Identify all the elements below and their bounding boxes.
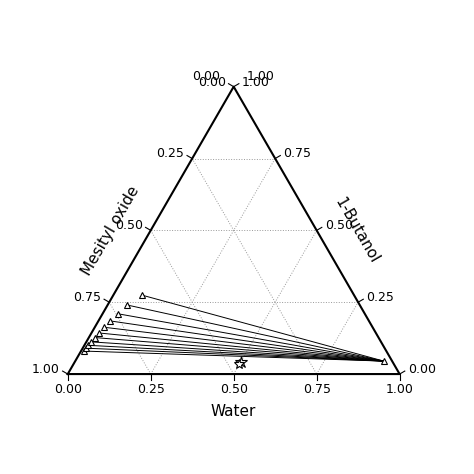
Text: 0.00: 0.00 — [192, 70, 220, 83]
Text: 0.00: 0.00 — [408, 363, 436, 376]
Text: 1.00: 1.00 — [242, 75, 270, 89]
Text: 1-Butanol: 1-Butanol — [332, 195, 381, 266]
Text: 0.50: 0.50 — [219, 383, 248, 396]
Text: 0.75: 0.75 — [283, 147, 311, 160]
Text: 0.25: 0.25 — [366, 291, 394, 304]
Text: 0.00: 0.00 — [198, 75, 226, 89]
Text: 1.00: 1.00 — [247, 70, 275, 83]
Text: 0.25: 0.25 — [156, 147, 184, 160]
Text: Water: Water — [211, 404, 256, 419]
Text: Mesityl oxide: Mesityl oxide — [79, 183, 143, 278]
Text: 0.75: 0.75 — [73, 291, 101, 304]
Text: 0.00: 0.00 — [54, 383, 82, 396]
Text: 0.75: 0.75 — [302, 383, 331, 396]
Text: 1.00: 1.00 — [32, 363, 60, 376]
Text: 0.50: 0.50 — [325, 219, 353, 232]
Text: 0.25: 0.25 — [137, 383, 164, 396]
Text: 1.00: 1.00 — [386, 383, 413, 396]
Text: 0.50: 0.50 — [115, 219, 143, 232]
